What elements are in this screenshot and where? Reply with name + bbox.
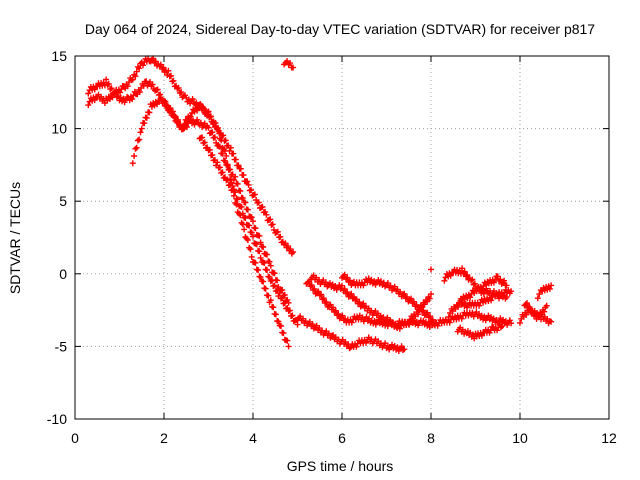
series-track-m [445, 273, 510, 321]
x-tick-label: 4 [249, 430, 257, 446]
series-track-f [294, 313, 408, 354]
y-axis-label: SDTVAR / TECUs [7, 182, 23, 294]
series-track-l [454, 321, 506, 342]
plus-markers [196, 134, 301, 328]
y-tick-label: 10 [51, 121, 67, 137]
x-tick-label: 8 [427, 430, 435, 446]
plus-markers [428, 266, 434, 273]
series-track-d [196, 134, 301, 328]
series-track-j [405, 309, 515, 330]
plus-markers [454, 286, 515, 311]
series-track-q [534, 282, 555, 302]
axis-ticks: 0 2 4 6 8 10 12 -10 -5 0 5 10 15 [47, 48, 617, 446]
plot-frame [74, 55, 610, 420]
series-track-n [454, 286, 515, 311]
series-track-i [339, 271, 439, 328]
x-axis-label: GPS time / hours [287, 458, 394, 474]
plus-markers [281, 58, 297, 71]
plus-markers [307, 272, 434, 330]
y-tick-label: 0 [59, 266, 67, 282]
grid-lines [75, 56, 609, 419]
series-track-b [85, 55, 297, 257]
x-tick-label: 10 [512, 430, 528, 446]
y-tick-label: 15 [51, 48, 67, 64]
series-track-c [85, 76, 292, 306]
x-tick-label: 12 [601, 430, 617, 446]
y-tick-label: 5 [59, 193, 67, 209]
plus-markers [454, 321, 506, 342]
series-track-h [307, 272, 434, 330]
plus-markers [294, 313, 408, 354]
x-tick-label: 6 [338, 430, 346, 446]
plus-markers [521, 300, 555, 327]
chart-title: Day 064 of 2024, Sidereal Day-to-day VTE… [85, 21, 595, 37]
y-tick-label: -10 [47, 411, 67, 427]
y-tick-label: -5 [55, 338, 68, 354]
plus-markers [534, 282, 555, 302]
plus-markers [339, 271, 439, 328]
plus-markers [445, 273, 510, 321]
data-marks [85, 55, 555, 354]
x-tick-label: 2 [160, 430, 168, 446]
series-track-r [428, 266, 434, 273]
plus-markers [405, 309, 515, 330]
series-track-e [281, 58, 297, 71]
plus-markers [85, 55, 297, 257]
x-tick-label: 0 [71, 430, 79, 446]
plus-markers [85, 76, 292, 306]
series-track-p [521, 300, 555, 327]
